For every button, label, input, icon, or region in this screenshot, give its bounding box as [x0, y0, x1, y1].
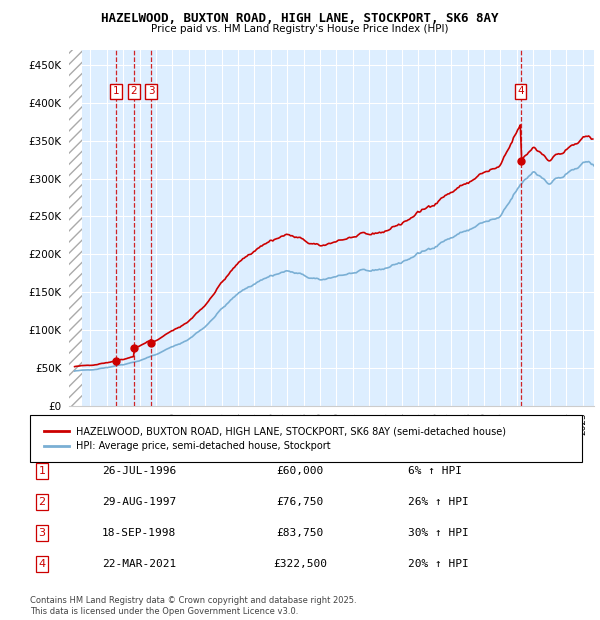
Text: 4: 4 [38, 559, 46, 569]
Text: £76,750: £76,750 [277, 497, 323, 507]
Text: Contains HM Land Registry data © Crown copyright and database right 2025.
This d: Contains HM Land Registry data © Crown c… [30, 596, 356, 616]
Text: 26-JUL-1996: 26-JUL-1996 [102, 466, 176, 476]
Text: 2: 2 [38, 497, 46, 507]
Text: 1: 1 [38, 466, 46, 476]
FancyBboxPatch shape [30, 415, 582, 462]
Legend: HAZELWOOD, BUXTON ROAD, HIGH LANE, STOCKPORT, SK6 8AY (semi-detached house), HPI: HAZELWOOD, BUXTON ROAD, HIGH LANE, STOCK… [40, 422, 510, 455]
Text: 2: 2 [131, 86, 137, 96]
Text: £83,750: £83,750 [277, 528, 323, 538]
Text: £322,500: £322,500 [273, 559, 327, 569]
Text: 20% ↑ HPI: 20% ↑ HPI [408, 559, 469, 569]
Text: 29-AUG-1997: 29-AUG-1997 [102, 497, 176, 507]
Text: 1: 1 [113, 86, 119, 96]
Text: 30% ↑ HPI: 30% ↑ HPI [408, 528, 469, 538]
Bar [69, 50, 82, 406]
Text: 3: 3 [148, 86, 155, 96]
Text: 22-MAR-2021: 22-MAR-2021 [102, 559, 176, 569]
Text: 4: 4 [517, 86, 524, 96]
Text: 26% ↑ HPI: 26% ↑ HPI [408, 497, 469, 507]
Text: Price paid vs. HM Land Registry's House Price Index (HPI): Price paid vs. HM Land Registry's House … [151, 24, 449, 33]
Text: 18-SEP-1998: 18-SEP-1998 [102, 528, 176, 538]
Text: 3: 3 [38, 528, 46, 538]
Text: HAZELWOOD, BUXTON ROAD, HIGH LANE, STOCKPORT, SK6 8AY: HAZELWOOD, BUXTON ROAD, HIGH LANE, STOCK… [101, 12, 499, 25]
Text: £60,000: £60,000 [277, 466, 323, 476]
Text: 6% ↑ HPI: 6% ↑ HPI [408, 466, 462, 476]
